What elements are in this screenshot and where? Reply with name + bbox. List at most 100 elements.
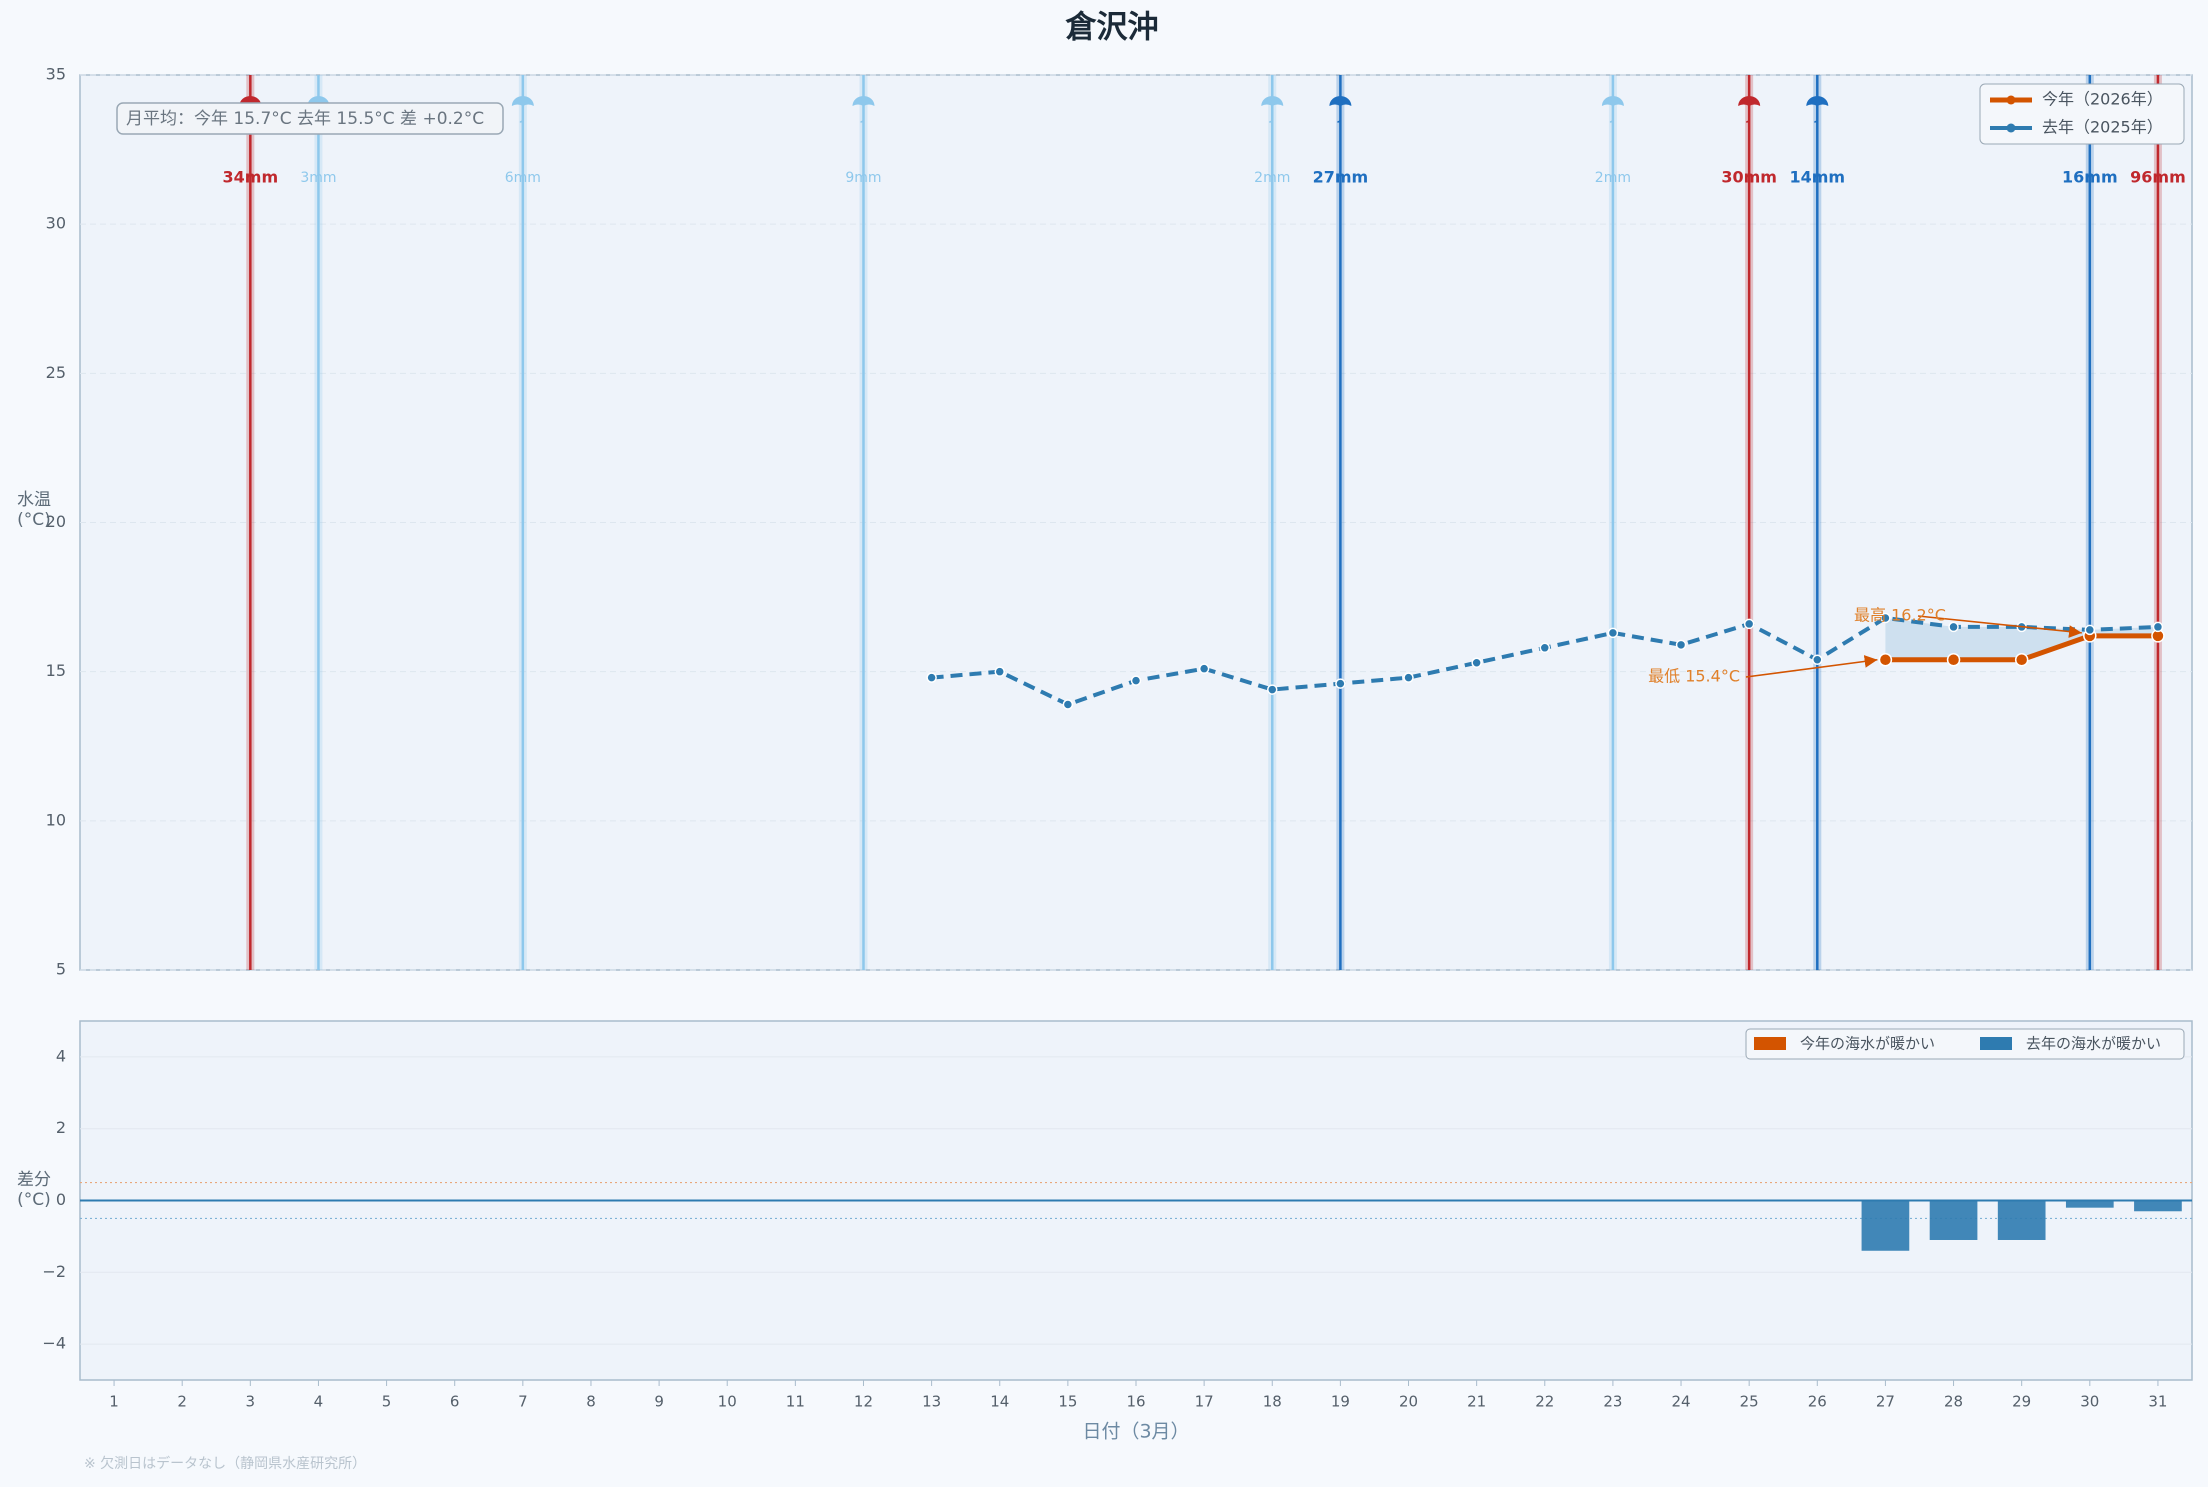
umbrella-icon bbox=[1601, 96, 1624, 123]
series-marker bbox=[2084, 624, 2096, 636]
legend-swatch bbox=[1754, 1037, 1786, 1050]
rain-label: 9mm bbox=[845, 170, 881, 186]
summary-text: 月平均：今年 15.7°C 去年 15.5°C 差 +0.2°C bbox=[126, 109, 484, 129]
y-tick-label: 20 bbox=[46, 512, 66, 531]
umbrella-icon bbox=[1329, 96, 1352, 123]
series-marker bbox=[1607, 627, 1619, 639]
y-tick-label: 10 bbox=[46, 810, 66, 829]
x-tick-label: 22 bbox=[1535, 1393, 1554, 1411]
x-tick-label: 3 bbox=[246, 1393, 256, 1411]
series-marker bbox=[1062, 699, 1074, 710]
legend-marker bbox=[2006, 123, 2016, 133]
y-tick-label: 30 bbox=[46, 214, 66, 233]
footnote: ※ 欠測日はデータなし（静岡県水産研究所） bbox=[84, 1455, 366, 1472]
series-marker bbox=[1130, 675, 1142, 686]
series-marker bbox=[1335, 678, 1346, 689]
annotation-max: 最高 16.2°C bbox=[1854, 606, 1946, 625]
y-axis-label: 水温(°C) bbox=[17, 490, 51, 530]
x-tick-label: 14 bbox=[990, 1393, 1009, 1411]
umbrella-icon bbox=[1738, 96, 1761, 123]
rain-label: 16mm bbox=[2062, 168, 2118, 187]
umbrella-handle bbox=[1609, 106, 1614, 123]
series-marker bbox=[994, 666, 1005, 677]
umbrella-icon bbox=[852, 96, 875, 123]
umbrella-icon bbox=[1261, 96, 1284, 123]
series-marker bbox=[2014, 652, 2029, 667]
x-tick-label: 25 bbox=[1740, 1393, 1759, 1411]
umbrella-handle bbox=[1814, 106, 1819, 123]
x-tick-label: 28 bbox=[1944, 1393, 1963, 1411]
umbrella-handle bbox=[1269, 106, 1274, 123]
legend-swatch bbox=[1980, 1037, 2012, 1050]
rain-label: 2mm bbox=[1595, 170, 1631, 186]
y-tick-label: 2 bbox=[56, 1118, 66, 1137]
umbrella-canopy bbox=[511, 96, 534, 106]
y-tick-label: 35 bbox=[46, 65, 66, 84]
y-tick-label: 4 bbox=[56, 1046, 66, 1065]
x-tick-label: 19 bbox=[1331, 1393, 1350, 1411]
x-tick-label: 12 bbox=[854, 1393, 873, 1411]
rain-label: 96mm bbox=[2130, 168, 2186, 187]
bar bbox=[1929, 1200, 1978, 1240]
legend-label: 今年（2026年） bbox=[2042, 90, 2163, 109]
summary-box bbox=[116, 102, 504, 135]
x-tick-label: 1 bbox=[109, 1393, 119, 1411]
series-marker bbox=[1880, 612, 1891, 624]
umbrella-icon bbox=[1806, 96, 1829, 123]
y-axis-label: 差分(°C) bbox=[17, 1170, 51, 1210]
x-tick-label: 8 bbox=[586, 1393, 596, 1411]
series-marker bbox=[1403, 672, 1414, 683]
x-tick-label: 29 bbox=[2012, 1393, 2031, 1411]
bar bbox=[1997, 1200, 2046, 1240]
rain-label: 6mm bbox=[505, 170, 541, 186]
x-tick-label: 2 bbox=[177, 1393, 187, 1411]
series-marker bbox=[1539, 642, 1551, 654]
y-tick-label: −4 bbox=[42, 1334, 66, 1353]
umbrella-canopy bbox=[852, 96, 875, 106]
legend-label: 今年の海水が暖かい bbox=[1800, 1035, 1935, 1053]
series-marker bbox=[1948, 621, 1959, 633]
x-tick-label: 6 bbox=[450, 1393, 460, 1411]
x-tick-label: 21 bbox=[1467, 1393, 1486, 1411]
umbrella-canopy bbox=[1329, 96, 1352, 106]
legend-box bbox=[1745, 1028, 2185, 1060]
annotation-arrow bbox=[1745, 655, 1878, 678]
x-tick-label: 5 bbox=[382, 1393, 392, 1411]
rain-label: 27mm bbox=[1313, 168, 1369, 187]
series-marker bbox=[926, 672, 937, 683]
series-marker bbox=[1675, 639, 1687, 651]
x-tick-label: 17 bbox=[1195, 1393, 1214, 1411]
chart-title: 倉沢沖 bbox=[1065, 10, 1159, 46]
x-tick-label: 11 bbox=[786, 1393, 805, 1411]
umbrella-canopy bbox=[1806, 96, 1829, 106]
rain-label: 14mm bbox=[1789, 168, 1845, 187]
series-marker bbox=[2152, 621, 2164, 633]
umbrella-handle bbox=[519, 106, 524, 123]
umbrella-canopy bbox=[1738, 96, 1761, 106]
x-tick-label: 4 bbox=[314, 1393, 324, 1411]
series-marker bbox=[1471, 657, 1482, 668]
x-tick-label: 20 bbox=[1399, 1393, 1418, 1411]
bar bbox=[2134, 1200, 2182, 1212]
rain-label: 3mm bbox=[300, 170, 336, 186]
series-marker bbox=[1198, 663, 1210, 674]
legend-marker bbox=[2006, 95, 2016, 105]
umbrella-handle bbox=[860, 106, 865, 123]
series-marker bbox=[1878, 652, 1893, 667]
series-marker bbox=[1812, 654, 1823, 665]
rain-label: 34mm bbox=[223, 168, 279, 187]
series-marker bbox=[1946, 652, 1961, 667]
y-tick-label: 15 bbox=[46, 661, 66, 680]
y-tick-label: 5 bbox=[56, 960, 66, 979]
x-tick-label: 27 bbox=[1876, 1393, 1895, 1411]
umbrella-handle bbox=[1746, 106, 1750, 123]
umbrella-icon bbox=[511, 96, 534, 123]
y-tick-label: 25 bbox=[46, 363, 66, 382]
rain-label: 2mm bbox=[1254, 170, 1290, 186]
x-tick-label: 9 bbox=[654, 1393, 664, 1411]
y-tick-label: −2 bbox=[42, 1262, 66, 1281]
x-tick-label: 31 bbox=[2148, 1393, 2167, 1411]
series-marker bbox=[1743, 618, 1755, 630]
